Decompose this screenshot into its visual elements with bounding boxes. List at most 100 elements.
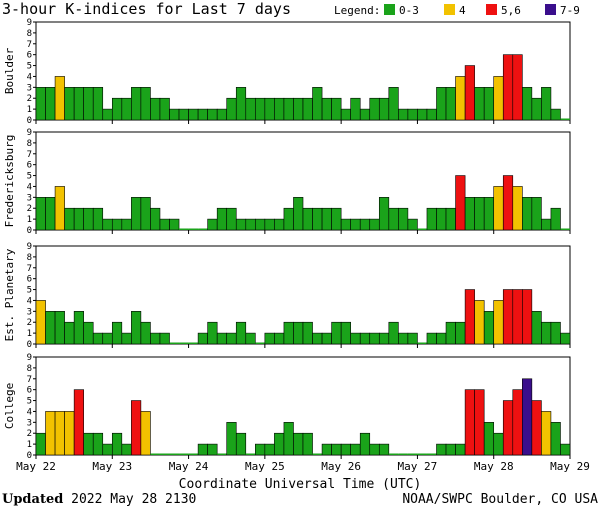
bar — [417, 342, 427, 344]
y-tick-label: 7 — [27, 40, 32, 50]
bar — [140, 197, 151, 231]
panel-label: College — [3, 383, 16, 429]
updated-value: 2022 May 28 2130 — [71, 492, 197, 507]
bar — [388, 321, 399, 345]
bar — [407, 453, 418, 455]
bar — [111, 432, 123, 456]
bar — [274, 432, 285, 456]
bar — [378, 443, 390, 456]
updated-label: Updated — [2, 492, 64, 507]
bar — [179, 453, 189, 455]
x-tick-label: May 22 — [16, 460, 56, 473]
bar — [226, 422, 237, 456]
bar — [541, 321, 552, 345]
bar — [111, 218, 123, 231]
bar — [140, 321, 151, 345]
y-tick-label: 9 — [27, 353, 32, 363]
bar — [83, 207, 94, 231]
bar — [92, 332, 104, 345]
bar — [73, 207, 84, 231]
bar — [359, 432, 371, 456]
legend-item-label: 7-9 — [560, 4, 580, 17]
bar — [407, 108, 418, 121]
bar — [64, 207, 75, 231]
bar — [445, 321, 456, 345]
bar — [131, 311, 142, 345]
legend-item-label: 4 — [459, 4, 466, 17]
bar — [340, 443, 351, 456]
bar — [83, 432, 94, 456]
bar — [550, 321, 561, 345]
bar — [293, 432, 304, 456]
bar — [188, 228, 199, 230]
bar — [102, 218, 113, 231]
bar — [131, 400, 142, 456]
bar — [464, 289, 475, 345]
y-tick-label: 1 — [27, 440, 32, 450]
bar — [350, 97, 361, 121]
y-tick-label: 3 — [27, 83, 32, 93]
bar — [331, 97, 342, 121]
bar — [102, 332, 113, 345]
bar — [502, 289, 514, 345]
bar — [235, 321, 247, 345]
y-tick-label: 2 — [27, 94, 32, 104]
bar — [121, 332, 132, 345]
bar — [483, 422, 495, 456]
bar — [512, 389, 523, 456]
bar — [226, 332, 237, 345]
y-tick-label: 3 — [27, 307, 32, 317]
bar — [64, 411, 75, 456]
bar — [502, 400, 514, 456]
legend-item-label: 0-3 — [399, 4, 419, 17]
bar — [426, 207, 437, 231]
bar — [45, 411, 56, 456]
bar — [121, 97, 132, 121]
bar — [159, 453, 170, 455]
bar — [207, 108, 218, 121]
bar — [512, 186, 523, 231]
bar — [283, 321, 294, 345]
y-tick-label: 1 — [27, 329, 32, 339]
bar — [474, 389, 485, 456]
bar — [197, 332, 208, 345]
y-tick-label: 2 — [27, 429, 32, 439]
y-tick-label: 4 — [27, 182, 32, 192]
bar — [264, 332, 275, 345]
bar — [255, 97, 266, 121]
bar — [483, 87, 495, 121]
bar — [541, 411, 552, 456]
bar — [235, 218, 247, 231]
bar — [83, 321, 94, 345]
bar — [350, 443, 361, 456]
bar — [359, 332, 371, 345]
bar — [245, 218, 256, 231]
bar — [550, 207, 561, 231]
bar — [417, 228, 427, 230]
bar — [522, 87, 533, 121]
bar — [531, 400, 542, 456]
legend-item-5-6: 5,6 — [486, 4, 521, 17]
bar — [54, 311, 65, 345]
bar — [207, 321, 218, 345]
legend-item-0-3: 0-3 — [384, 4, 419, 17]
bar — [445, 207, 456, 231]
bar — [350, 332, 361, 345]
bar — [512, 289, 523, 345]
bar — [45, 87, 56, 121]
bar — [417, 453, 427, 455]
bar — [274, 97, 285, 121]
bar — [493, 186, 504, 231]
legend-item-label: 5,6 — [501, 4, 521, 17]
bar — [121, 218, 132, 231]
bar — [436, 87, 447, 121]
bar — [321, 207, 332, 231]
y-tick-label: 0 — [27, 340, 32, 350]
bar — [283, 207, 294, 231]
bar — [274, 332, 285, 345]
bar — [369, 218, 380, 231]
bar — [464, 197, 475, 231]
bar — [531, 197, 542, 231]
bar — [541, 87, 552, 121]
y-tick-label: 9 — [27, 18, 32, 28]
